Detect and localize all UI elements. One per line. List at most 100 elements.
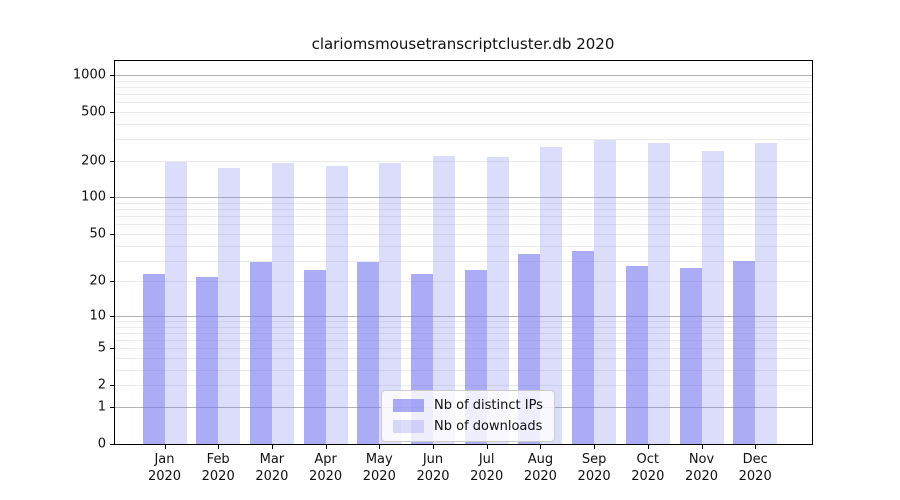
x-tick-label: Apr 2020	[309, 452, 343, 484]
x-tick-label: Jun 2020	[416, 452, 450, 484]
bar-distinct-ips-apr	[303, 269, 326, 444]
x-tick-mark	[594, 444, 596, 449]
y-tick-mark	[110, 385, 115, 387]
bar-downloads-feb	[218, 168, 241, 444]
bar-distinct-ips-oct	[625, 266, 648, 444]
gridline-major	[115, 315, 812, 317]
gridline-minor	[115, 332, 812, 334]
x-tick-mark	[755, 444, 757, 449]
x-tick-label: Jan 2020	[147, 452, 182, 484]
gridline-minor	[115, 358, 812, 360]
legend-row-distinct-ips: Nb of distinct IPs	[393, 398, 543, 413]
x-tick-label: May 2020	[362, 452, 396, 484]
legend-label-downloads: Nb of downloads	[434, 419, 543, 434]
y-tick-label: 2	[97, 377, 106, 393]
x-tick-mark	[379, 444, 381, 449]
bars	[115, 61, 812, 444]
legend-swatch-downloads	[393, 420, 424, 433]
bar-distinct-ips-mar	[249, 262, 272, 444]
y-tick-mark	[110, 348, 115, 350]
x-tick-label: Sep 2020	[577, 452, 611, 484]
gridline-minor	[115, 93, 812, 95]
y-tick-mark	[110, 197, 115, 199]
bar-downloads-apr	[325, 166, 348, 444]
legend: Nb of distinct IPs Nb of downloads	[381, 390, 555, 442]
y-tick-mark	[110, 315, 115, 317]
bar-distinct-ips-nov	[679, 267, 702, 444]
x-tick-mark	[271, 444, 273, 449]
y-tick-label: 20	[89, 273, 106, 289]
x-tick-mark	[647, 444, 649, 449]
gridline-minor	[115, 369, 812, 371]
y-tick-mark	[110, 406, 115, 408]
y-tick-mark	[110, 444, 115, 445]
gridline-major	[115, 197, 812, 199]
x-tick-label: Aug 2020	[523, 452, 557, 484]
x-axis: Jan 2020 Feb 2020 Mar 2020 Apr 2020 May 2020 Jun 20…	[115, 61, 812, 484]
bar-downloads-jul	[486, 156, 509, 444]
legend-swatch-distinct-ips	[393, 399, 424, 412]
bar-downloads-nov	[701, 151, 724, 444]
gridline-minor	[115, 281, 812, 283]
y-tick-label: 50	[89, 226, 106, 242]
x-tick-mark	[486, 444, 488, 449]
x-tick-label: Nov 2020	[684, 452, 719, 484]
legend-label-distinct-ips: Nb of distinct IPs	[434, 398, 543, 413]
y-tick-mark	[110, 233, 115, 235]
y-tick-label: 500	[81, 104, 106, 120]
y-tick-label: 5	[97, 340, 106, 356]
legend-row-downloads: Nb of downloads	[393, 419, 543, 434]
gridline-minor	[115, 245, 812, 247]
gridline-minor	[115, 111, 812, 113]
gridline-minor	[115, 86, 812, 88]
x-tick-label: Mar 2020	[255, 452, 289, 484]
bar-downloads-aug	[540, 147, 563, 444]
gridlines	[115, 61, 812, 444]
x-tick-label: Oct 2020	[631, 452, 665, 484]
gridline-minor	[115, 139, 812, 141]
y-tick-mark	[110, 160, 115, 162]
y-tick-label: 10	[89, 308, 106, 324]
y-tick-mark	[110, 281, 115, 283]
gridline-minor	[115, 348, 812, 350]
gridline-minor	[115, 209, 812, 211]
x-tick-label: Dec 2020	[738, 452, 772, 484]
y-tick-label: 1000	[72, 67, 106, 83]
chart-title: clariomsmousetranscriptcluster.db 2020	[311, 35, 615, 53]
y-tick-label: 0	[97, 436, 106, 452]
bar-downloads-dec	[755, 143, 778, 444]
y-axis: 0 1 2 5 10 20 50 100 200 500 1000	[73, 61, 812, 452]
gridline-major	[115, 74, 812, 76]
bar-distinct-ips-dec	[733, 260, 756, 444]
gridline-minor	[115, 385, 812, 387]
bar-downloads-may	[379, 163, 402, 444]
x-tick-label: Jul 2020	[470, 452, 504, 484]
bar-downloads-jan	[164, 162, 187, 444]
x-tick-mark	[433, 444, 434, 449]
gridline-minor	[115, 224, 812, 226]
gridline-minor	[115, 326, 812, 328]
bar-distinct-ips-may	[357, 262, 380, 444]
bar-downloads-sep	[594, 140, 617, 444]
gridline-minor	[115, 340, 812, 342]
gridline-minor	[115, 102, 812, 104]
bar-distinct-ips-jan	[142, 274, 165, 444]
gridline-minor	[115, 203, 812, 205]
x-tick-mark	[701, 444, 703, 449]
gridline-minor	[115, 160, 812, 162]
gridline-minor	[115, 216, 812, 218]
x-tick-mark	[164, 444, 166, 449]
y-tick-label: 200	[81, 153, 106, 169]
x-tick-mark	[325, 444, 327, 449]
bar-downloads-jun	[433, 156, 455, 444]
bar-downloads-mar	[271, 163, 294, 444]
x-tick-mark	[218, 444, 220, 449]
y-tick-label: 1	[97, 399, 106, 415]
y-tick-mark	[110, 111, 115, 113]
gridline-minor	[115, 321, 812, 322]
bar-distinct-ips-feb	[196, 276, 219, 444]
y-tick-label: 100	[81, 189, 106, 205]
plot-area: 0 1 2 5 10 20 50 100 200 500 1000 Jan 2020 Feb 2020 Ma…	[73, 60, 813, 484]
gridline-minor	[115, 123, 812, 125]
